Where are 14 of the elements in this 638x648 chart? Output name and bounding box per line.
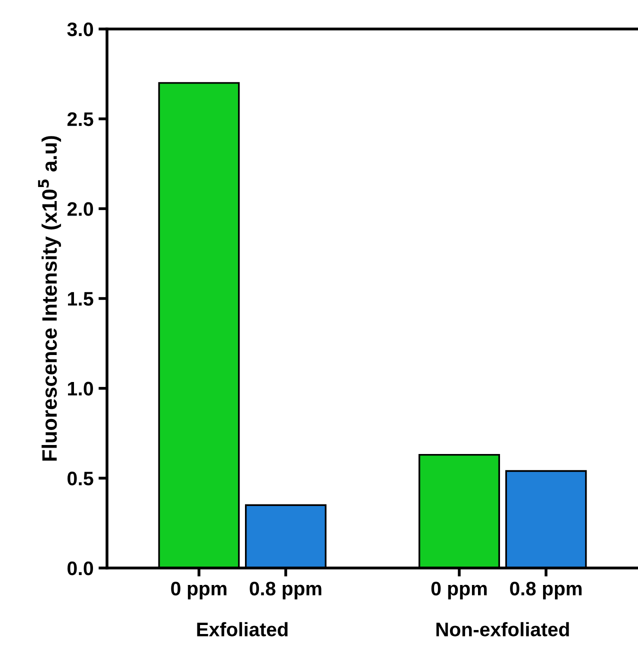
text: Non-exfoliated <box>436 622 569 636</box>
y-tick-label: 1.5 <box>68 292 94 306</box>
x-tick-label: 0.8 ppm <box>510 582 582 600</box>
x-tick-label: 0.8 ppm <box>250 582 322 600</box>
y-tick-label: 0.5 <box>68 472 94 486</box>
y-tick-label: 2.0 <box>67 202 94 216</box>
y-tick-label: 2.5 <box>67 112 94 126</box>
x-tick-label: 0 ppm <box>431 582 487 600</box>
y-tick-label: 0.0 <box>68 561 94 576</box>
text: Exfoliated <box>197 622 288 636</box>
y-tick-label: 3.0 <box>67 22 94 36</box>
y-axis-title: Fluorescence Intensity (x10$^{5}$ a.u) <box>38 136 62 461</box>
x-tick-label: 0 ppm <box>171 582 226 600</box>
y-tick-label: 1.0 <box>68 382 94 396</box>
